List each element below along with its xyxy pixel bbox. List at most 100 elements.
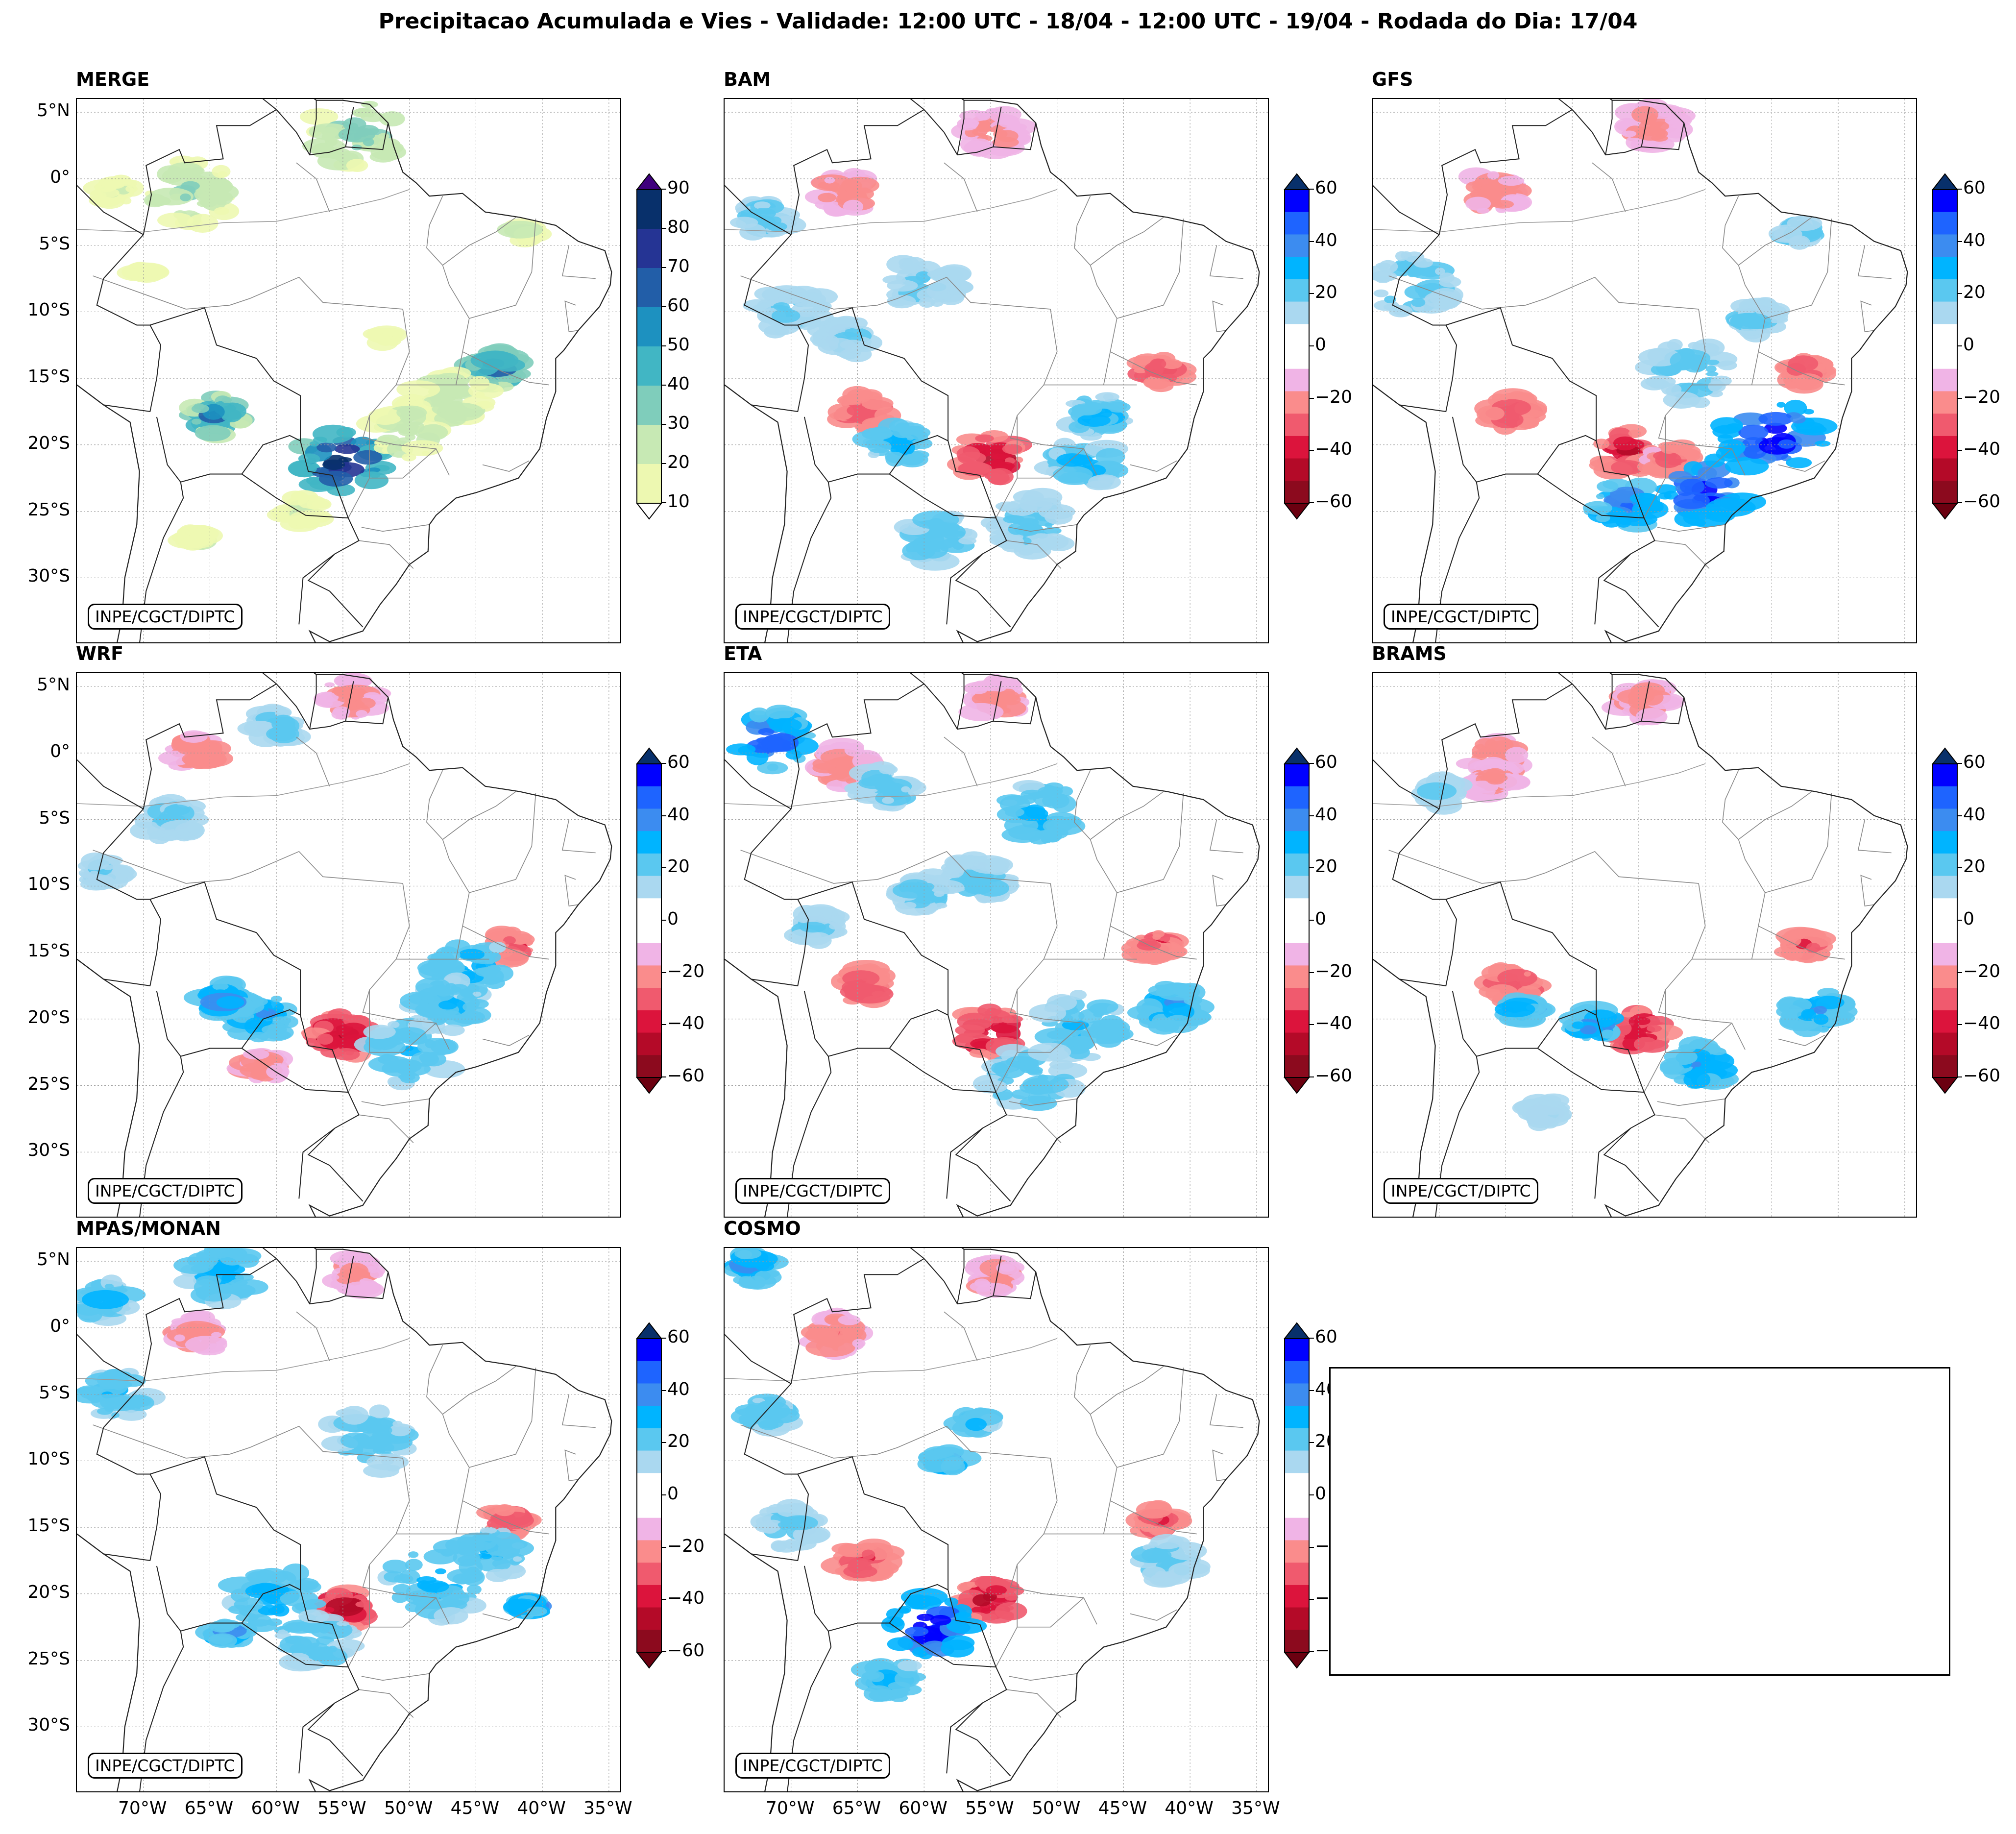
- field-blob: [902, 902, 917, 909]
- field-blob: [437, 1598, 467, 1611]
- field-blob: [1820, 1010, 1855, 1026]
- field-blob: [975, 1079, 1008, 1094]
- colorbar-tick-mark: [1309, 345, 1314, 346]
- state-border: [1074, 1345, 1091, 1415]
- country-border: [1641, 107, 1650, 147]
- colorbar-tick-label: −60: [667, 1066, 704, 1086]
- lat-tick-label: 30°S: [27, 1715, 70, 1736]
- credit-label: INPE/CGCT/DIPTC: [735, 604, 890, 630]
- state-border: [1090, 791, 1164, 840]
- field-blob: [957, 451, 986, 465]
- field-blob: [1679, 478, 1705, 495]
- colorbar-segment: [637, 943, 661, 966]
- map-svg: [725, 673, 1268, 1217]
- country-border: [180, 435, 301, 483]
- field-blob: [203, 742, 219, 750]
- field-blob: [170, 159, 179, 164]
- field-blob: [1787, 215, 1822, 231]
- field-blob: [1596, 514, 1610, 522]
- field-blob: [900, 454, 923, 465]
- colorbar-tick-mark: [1957, 397, 1962, 399]
- field-blob: [1596, 493, 1604, 499]
- field-blob: [194, 425, 231, 441]
- field-blob: [1706, 360, 1720, 366]
- field-blob: [220, 1288, 231, 1294]
- colorbar-tick-mark: [1309, 241, 1314, 242]
- colorbar-tick-mark: [1309, 867, 1314, 869]
- field-blob: [861, 779, 877, 786]
- field-blob: [1168, 1562, 1210, 1579]
- field-blob: [1664, 1049, 1698, 1065]
- lon-tick-label: 70°W: [766, 1798, 815, 1818]
- colorbar-segment: [637, 764, 661, 787]
- field-blob: [1138, 938, 1158, 947]
- state-border: [369, 1023, 437, 1053]
- colorbar-segment: [1285, 190, 1309, 213]
- country-border: [744, 1258, 1011, 1777]
- colorbar-tick-mark: [1957, 920, 1962, 921]
- field-blob: [1142, 951, 1164, 959]
- field-blob: [1483, 773, 1508, 783]
- colorbar-segment: [637, 965, 661, 988]
- lat-tick-label: 15°S: [27, 941, 70, 961]
- field-blob: [486, 1569, 510, 1582]
- lat-tick-label: 0°: [50, 741, 70, 761]
- field-blob: [190, 1265, 208, 1273]
- field-blob: [389, 1424, 411, 1437]
- colorbar-tick-mark: [661, 1390, 666, 1391]
- map-panel-gfs: INPE/CGCT/DIPTC: [1372, 98, 1917, 643]
- state-border: [561, 245, 596, 279]
- colorbar-tick-label: 70: [667, 256, 690, 276]
- state-border: [1209, 1394, 1243, 1428]
- colorbar-tick-mark: [1957, 189, 1962, 190]
- field-blob: [1052, 466, 1093, 484]
- field-blob: [1627, 690, 1649, 703]
- state-border: [469, 219, 536, 319]
- country-border: [787, 416, 832, 642]
- colorbar-tick-label: 60: [1963, 178, 1986, 198]
- lon-tick-label: 40°W: [1165, 1798, 1214, 1818]
- colorbar-tick-mark: [1309, 1338, 1314, 1339]
- field-blob: [164, 805, 190, 816]
- colorbar-tick-label: 60: [667, 1327, 690, 1347]
- field-blob: [486, 965, 501, 973]
- country-border: [1373, 325, 1457, 413]
- field-blob: [1077, 414, 1111, 427]
- colorbar-tick-label: 50: [667, 335, 690, 355]
- map-panel-bam: INPE/CGCT/DIPTC: [724, 98, 1269, 643]
- river-line: [725, 763, 1057, 807]
- colorbar-segment: [637, 268, 661, 308]
- field-blob: [1145, 379, 1169, 389]
- field-blob: [987, 1276, 996, 1282]
- field-blob: [1502, 413, 1524, 427]
- state-border: [362, 309, 450, 476]
- field-blob: [917, 541, 935, 551]
- colorbar-tick-mark: [661, 1338, 666, 1339]
- field-blob: [818, 193, 836, 202]
- field-blob: [185, 1336, 227, 1354]
- state-border: [1006, 1114, 1062, 1143]
- colorbar-segment: [1933, 764, 1957, 787]
- field-blob: [966, 138, 994, 157]
- colorbar-segment: [637, 831, 661, 854]
- state-border: [296, 162, 330, 212]
- lon-tick-label: 65°W: [184, 1798, 234, 1818]
- field-blob: [326, 1597, 364, 1616]
- colorbar-segment: [1285, 324, 1309, 347]
- colorbar-segment: [1933, 898, 1957, 921]
- field-blob: [196, 199, 217, 208]
- colorbar-tick-label: 40: [1963, 804, 1986, 825]
- field-blob: [368, 408, 403, 425]
- colorbar-extend-bottom: [635, 1077, 663, 1094]
- country-border: [1373, 899, 1457, 987]
- field-blob: [1638, 126, 1658, 136]
- field-blob: [1062, 1036, 1086, 1047]
- field-blob: [1417, 782, 1457, 800]
- field-blob: [279, 1636, 313, 1654]
- country-border: [1537, 473, 1644, 519]
- field-blob: [484, 956, 495, 964]
- colorbar-segment: [1285, 1055, 1309, 1078]
- field-blob: [1151, 1527, 1168, 1536]
- colorbar-segment: [1285, 234, 1309, 257]
- field-blob: [121, 197, 132, 205]
